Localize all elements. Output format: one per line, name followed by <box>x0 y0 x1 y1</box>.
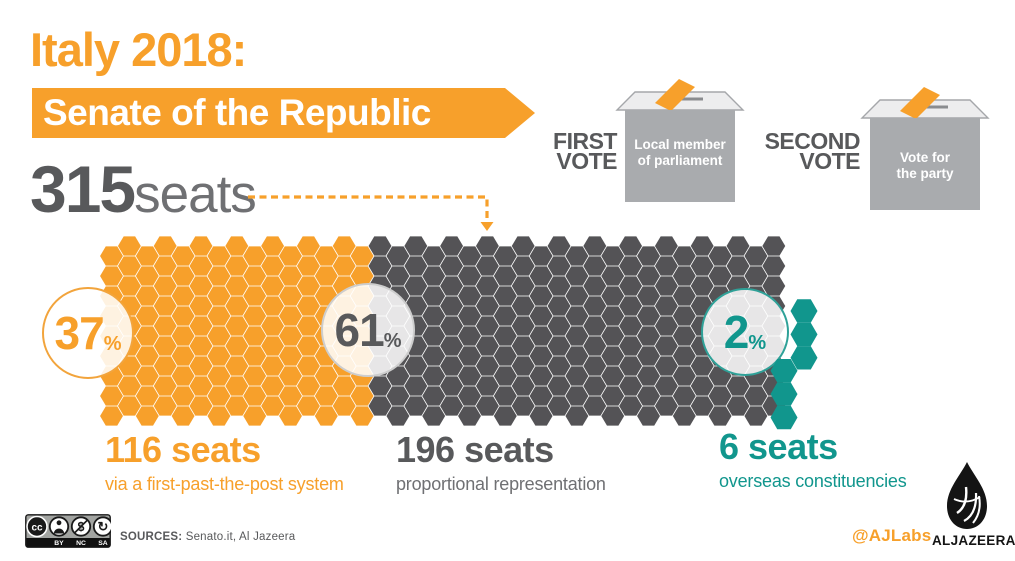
first-vote-line1: FIRST <box>553 128 617 154</box>
dashed-arrow-icon <box>248 195 494 231</box>
overseas-hex-group <box>770 299 818 430</box>
ballot-box-second-icon <box>860 87 990 210</box>
seat-label-fptp: 116 seats via a first-past-the-post syst… <box>105 429 344 494</box>
percent-prop-sign: % <box>383 330 402 352</box>
total-seats: 315 seats <box>30 152 257 226</box>
ballot-second-line1: Vote for <box>900 150 950 165</box>
percent-overseas-value: 2 <box>723 306 750 358</box>
ballot-box-second-text: Vote for the party <box>870 150 980 182</box>
by-icon <box>48 516 70 537</box>
seat-count-overseas: 6 seats <box>719 426 838 467</box>
cc-nc-label: NC <box>76 540 86 547</box>
cc-sa-label: SA <box>98 540 108 547</box>
subtitle-text: Senate of the Republic <box>43 92 431 133</box>
percent-badge-proportional: 61 % <box>321 283 415 377</box>
page-title: Italy 2018: <box>30 23 247 76</box>
seat-desc-proportional: proportional representation <box>396 474 606 494</box>
aljazeera-logo-icon <box>947 462 987 529</box>
sources-text: SOURCES: Senato.it, Al Jazeera <box>120 531 295 543</box>
percent-fptp-value: 37 <box>54 307 105 359</box>
second-vote-line1: SECOND <box>764 128 861 154</box>
ballot-box-first-text: Local member of parliament <box>625 137 735 169</box>
second-vote-label: SECOND VOTE <box>720 128 861 174</box>
percent-prop-value: 61 <box>334 304 385 356</box>
ajlabs-handle: @AJLabs <box>852 526 932 545</box>
cc-label-bar <box>26 538 110 547</box>
seat-desc-fptp: via a first-past-the-post system <box>105 474 344 494</box>
percent-overseas-sign: % <box>748 332 767 354</box>
nc-icon: $ <box>70 516 92 537</box>
seat-count-fptp: 116 seats <box>105 429 261 470</box>
svg-text:↻: ↻ <box>98 519 109 534</box>
seat-label-proportional: 196 seats proportional representation <box>396 429 606 494</box>
sources-value: Senato.it, Al Jazeera <box>182 531 296 543</box>
ballot-first-line1: Local member <box>634 137 726 152</box>
total-seats-unit: seats <box>134 165 257 224</box>
sa-icon: ↻ <box>92 516 111 537</box>
second-vote-line2: VOTE <box>799 148 860 174</box>
seat-desc-overseas: overseas constituencies <box>719 471 907 491</box>
ballot-box-first-icon <box>615 79 745 202</box>
first-vote-line2: VOTE <box>556 148 617 174</box>
cc-license-badge: cc $ ↻ BY NC SA <box>25 514 111 548</box>
sources-label: SOURCES: <box>120 531 183 543</box>
seat-count-proportional: 196 seats <box>396 429 554 470</box>
aljazeera-wordmark: ALJAZEERA <box>932 533 1015 548</box>
svg-text:cc: cc <box>31 522 43 533</box>
ballot-first-line2: of parliament <box>637 153 723 168</box>
subtitle-banner: Senate of the Republic <box>32 88 535 138</box>
total-seats-number: 315 <box>30 152 136 226</box>
seat-hex-grid <box>100 236 786 426</box>
percent-fptp-sign: % <box>103 333 122 355</box>
percent-badge-fptp: 37 % <box>42 287 134 379</box>
percent-badge-overseas: 2 % <box>701 288 789 376</box>
ballot-second-line2: the party <box>896 166 954 181</box>
first-vote-label: FIRST VOTE <box>477 128 617 174</box>
cc-by-label: BY <box>54 540 64 547</box>
cc-icon: cc <box>26 515 48 538</box>
seat-label-overseas: 6 seats overseas constituencies <box>719 426 907 491</box>
